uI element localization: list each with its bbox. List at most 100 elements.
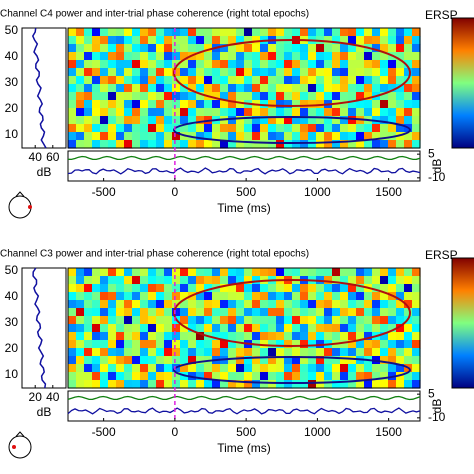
heatmap-cell (340, 116, 349, 125)
heatmap-cell (324, 132, 333, 141)
heatmap-cell (396, 324, 405, 333)
heatmap-cell (212, 52, 221, 61)
x-tick-label: 1000 (304, 425, 331, 439)
heatmap-cell (196, 324, 205, 333)
heatmap-cell (188, 28, 197, 37)
heatmap-cell (212, 36, 221, 45)
heatmap-cell (260, 380, 269, 389)
heatmap-cell (180, 68, 189, 77)
heatmap-cell (164, 372, 173, 381)
heatmap-cell (388, 92, 397, 101)
heatmap-cell (196, 52, 205, 61)
heatmap-cell (132, 340, 141, 349)
heatmap-cell (220, 140, 229, 149)
heatmap-cell (188, 276, 197, 285)
heatmap-cell (236, 52, 245, 61)
heatmap-cell (124, 108, 133, 117)
blue-ellipse (173, 116, 411, 144)
heatmap-cell (332, 308, 341, 317)
heatmap-cell (156, 276, 165, 285)
heatmap-cell (236, 380, 245, 389)
heatmap-cell (76, 300, 85, 309)
heatmap-cell (236, 316, 245, 325)
heatmap-cell (132, 124, 141, 133)
heatmap-cell (68, 292, 77, 301)
heatmap-cell (380, 116, 389, 125)
heatmap-cell (236, 276, 245, 285)
heatmap-cell (396, 380, 405, 389)
heatmap-cell (164, 276, 173, 285)
heatmap-cell (100, 132, 109, 141)
heatmap-cell (116, 60, 125, 69)
heatmap-cell (196, 284, 205, 293)
heatmap-cell (68, 60, 77, 69)
heatmap-cell (100, 116, 109, 125)
blue-ellipse (173, 356, 411, 384)
heatmap-cell (116, 340, 125, 349)
heatmap-cell (196, 292, 205, 301)
heatmap-cell (404, 36, 413, 45)
heatmap-cell (108, 60, 117, 69)
heatmap-cell (332, 52, 341, 61)
heatmap-cell (372, 380, 381, 389)
heatmap-cell (348, 108, 357, 117)
heatmap-cell (300, 300, 309, 309)
heatmap-cell (116, 28, 125, 37)
heatmap-cell (84, 132, 93, 141)
heatmap-cell (76, 324, 85, 333)
heatmap-cell (220, 372, 229, 381)
heatmap-cell (292, 292, 301, 301)
heatmap-cell (372, 364, 381, 373)
heatmap-cell (332, 116, 341, 125)
heatmap-cell (356, 324, 365, 333)
heatmap-cell (316, 324, 325, 333)
heatmap-cell (380, 92, 389, 101)
heatmap-cell (316, 308, 325, 317)
heatmap-cell (260, 324, 269, 333)
heatmap-cell (284, 348, 293, 357)
heatmap-cell (164, 356, 173, 365)
heatmap-cell (396, 284, 405, 293)
heatmap-cell (228, 44, 237, 53)
heatmap-cell (412, 316, 421, 325)
heatmap-cell (164, 132, 173, 141)
heatmap-cell (380, 292, 389, 301)
heatmap-cell (100, 76, 109, 85)
heatmap-cell (172, 348, 181, 357)
heatmap-cell (260, 84, 269, 93)
heatmap-cell (124, 60, 133, 69)
heatmap-cell (148, 44, 157, 53)
heatmap-cell (156, 124, 165, 133)
heatmap-cell (84, 68, 93, 77)
heatmap-cell (236, 36, 245, 45)
x-tick-label: -500 (92, 425, 116, 439)
heatmap-cell (196, 36, 205, 45)
heatmap-cell (116, 52, 125, 61)
heatmap-cell (276, 60, 285, 69)
heatmap-cell (124, 308, 133, 317)
heatmap-cell (324, 36, 333, 45)
heatmap-cell (204, 380, 213, 389)
y-tick-label: 40 (5, 289, 19, 303)
x-tick-label: 1500 (375, 185, 402, 199)
heatmap-cell (300, 124, 309, 133)
heatmap-cell (300, 308, 309, 317)
heatmap-cell (380, 332, 389, 341)
heatmap-cell (68, 284, 77, 293)
heatmap-cell (252, 308, 261, 317)
heatmap-cell (268, 380, 277, 389)
heatmap-frame (67, 27, 421, 149)
heatmap-cell (276, 124, 285, 133)
heatmap-cell (180, 284, 189, 293)
heatmap-cell (84, 100, 93, 109)
heatmap-cell (292, 28, 301, 37)
heatmap-cell (220, 300, 229, 309)
heatmap-cell (132, 28, 141, 37)
heatmap-cell (68, 372, 77, 381)
heatmap-cell (108, 348, 117, 357)
heatmap-cell (292, 108, 301, 117)
itc-tick-label: -10 (428, 170, 446, 184)
heatmap-cell (204, 316, 213, 325)
head-nose (15, 191, 25, 197)
heatmap-cell (404, 84, 413, 93)
